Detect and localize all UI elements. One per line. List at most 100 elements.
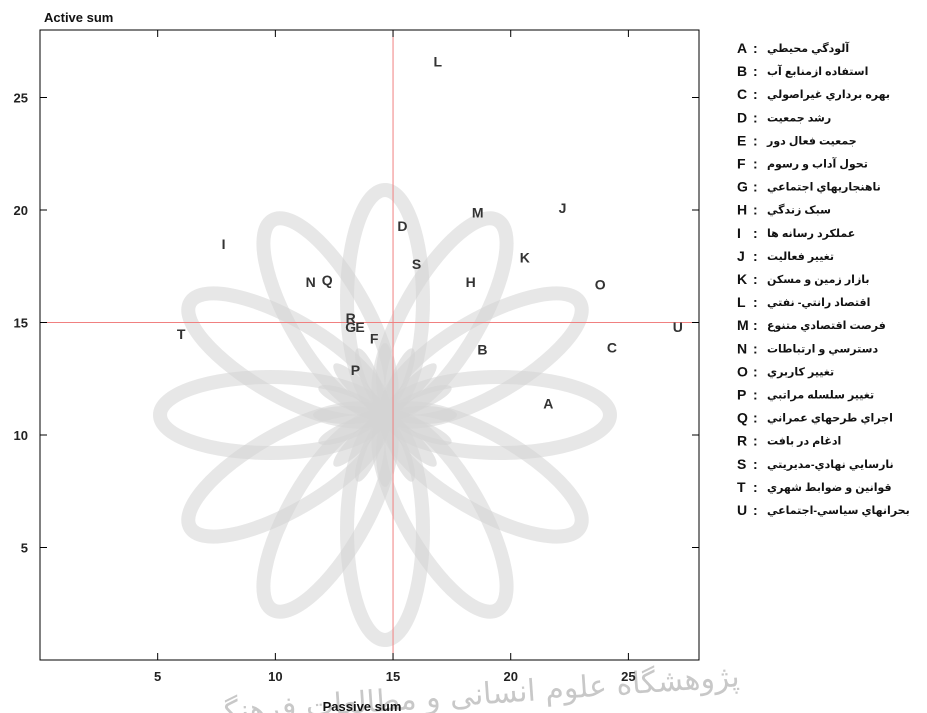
point-label-g: G: [345, 319, 356, 335]
point-label-j: J: [559, 200, 567, 216]
watermark-inner-petal: [387, 363, 437, 413]
watermark-inner-petal: [355, 348, 386, 412]
y-tick-label: 25: [14, 91, 28, 106]
legend-colon: :: [753, 86, 758, 102]
watermark-inner-petal: [384, 348, 415, 412]
point-label-d: D: [397, 218, 407, 234]
legend-colon: :: [753, 410, 758, 426]
watermark-rosette: [153, 183, 617, 647]
point-label-a: A: [543, 396, 553, 412]
legend-text-e: جمعيت فعال دور: [766, 135, 857, 147]
point-label-o: O: [595, 276, 606, 292]
y-tick-label: 10: [14, 428, 28, 443]
point-label-b: B: [477, 342, 487, 358]
legend-text-f: تحول آداب و رسوم: [767, 157, 868, 171]
legend-text-q: اجراي طرحهاي عمراني: [767, 413, 893, 425]
legend-key-f: F: [737, 156, 746, 172]
watermark-inner-petal: [333, 417, 383, 467]
legend-key-a: A: [737, 40, 747, 56]
legend-text-i: عملکرد رسانه ها: [767, 228, 855, 240]
watermark-inner-petal: [333, 363, 383, 413]
x-tick-label: 10: [268, 669, 282, 684]
x-tick-label: 20: [503, 669, 517, 684]
legend-text-g: ناهنجاريهاي اجتماعي: [767, 182, 881, 194]
point-label-i: I: [222, 236, 226, 252]
legend-key-s: S: [737, 456, 746, 472]
legend-key-n: N: [737, 340, 747, 356]
legend-text-o: تغيير کاربري: [767, 366, 834, 378]
point-label-n: N: [306, 274, 316, 290]
point-label-q: Q: [322, 272, 333, 288]
legend-key-o: O: [737, 363, 748, 379]
legend-colon: :: [753, 317, 758, 333]
point-label-m: M: [472, 204, 484, 220]
legend-text-l: اقتصاد رانتي- نفتي: [767, 297, 870, 309]
watermark-center: [367, 397, 403, 433]
legend-text-d: رشد جمعيت: [767, 112, 831, 124]
legend-text-h: سبک زندگي: [767, 204, 831, 217]
watermark-inner-petal: [387, 417, 437, 467]
legend-key-t: T: [737, 479, 746, 495]
legend-key-b: B: [737, 63, 747, 79]
point-label-k: K: [520, 249, 530, 265]
legend-text-s: نارسايي نهادي-مديريتي: [767, 459, 894, 471]
y-tick-label: 15: [14, 316, 28, 331]
legend-text-b: استفاده ازمنابع آب: [767, 64, 868, 78]
legend-colon: :: [753, 156, 758, 172]
legend-key-h: H: [737, 202, 747, 218]
legend-colon: :: [753, 387, 758, 403]
legend-key-d: D: [737, 109, 747, 125]
legend-colon: :: [753, 202, 758, 218]
watermark-inner-petal: [388, 414, 452, 445]
legend-colon: :: [753, 63, 758, 79]
point-label-l: L: [433, 54, 442, 70]
legend-colon: :: [753, 132, 758, 148]
y-axis-title: Active sum: [44, 10, 113, 25]
point-label-t: T: [177, 326, 186, 342]
legend-colon: :: [753, 294, 758, 310]
x-tick-label: 25: [621, 669, 635, 684]
legend: A: آلودگي محيطي B: استفاده ازمنابع آب C: بهره…: [737, 40, 910, 518]
legend-key-j: J: [737, 248, 745, 264]
legend-key-q: Q: [737, 410, 748, 426]
legend-colon: :: [753, 109, 758, 125]
legend-key-p: P: [737, 387, 746, 403]
point-label-h: H: [466, 274, 476, 290]
legend-text-m: فرصت اقتصادي متنوع: [767, 320, 886, 332]
plot-frame: [39, 29, 700, 661]
legend-key-i: I: [737, 225, 741, 241]
watermark-inner-petal: [318, 385, 382, 416]
legend-text-n: دسترسي و ارتباطات: [767, 343, 878, 355]
x-tick-label: 5: [154, 669, 161, 684]
legend-colon: :: [753, 248, 758, 264]
legend-key-k: K: [737, 271, 747, 287]
legend-text-a: آلودگي محيطي: [767, 41, 849, 55]
legend-key-m: M: [737, 317, 749, 333]
point-label-u: U: [673, 319, 683, 335]
point-label-r: R: [346, 310, 356, 326]
x-axis-title: Passive sum: [323, 699, 402, 713]
legend-colon: :: [753, 40, 758, 56]
point-label-p: P: [351, 362, 360, 378]
legend-colon: :: [753, 225, 758, 241]
legend-key-l: L: [737, 294, 746, 310]
legend-text-k: بازار زمين و مسکن: [767, 274, 870, 286]
y-tick-label: 5: [21, 541, 28, 556]
legend-colon: :: [753, 433, 758, 449]
legend-colon: :: [753, 271, 758, 287]
y-tick-label: 20: [14, 203, 28, 218]
legend-key-u: U: [737, 502, 747, 518]
watermark-inner-petal: [355, 418, 386, 482]
legend-key-e: E: [737, 132, 746, 148]
legend-text-c: بهره برداري غيراصولي: [767, 89, 890, 101]
watermark-text: پژوهشگاه علوم انسانی و مطالعات فرهنگی: [198, 659, 741, 713]
legend-colon: :: [753, 479, 758, 495]
axis-ticks: 5 10 15 20 25 5 10 15 20 25: [14, 30, 699, 684]
legend-text-r: ادغام در بافت: [767, 436, 841, 448]
point-label-c: C: [607, 339, 617, 355]
legend-colon: :: [753, 363, 758, 379]
legend-key-g: G: [737, 179, 748, 195]
legend-text-u: بحرانهاي سياسي-اجتماعي: [767, 505, 910, 517]
legend-text-p: تغيير سلسله مراتبي: [767, 390, 874, 402]
